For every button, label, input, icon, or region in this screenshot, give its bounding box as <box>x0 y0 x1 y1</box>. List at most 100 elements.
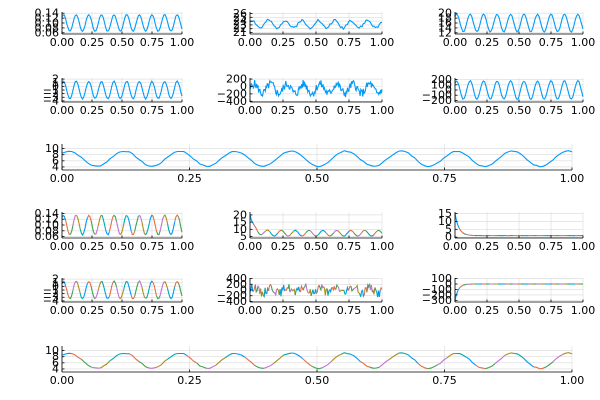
y-tick-label: 400 <box>226 272 247 285</box>
series-line-segment <box>177 352 188 357</box>
series-line-segment <box>115 221 121 236</box>
series-line-segment <box>281 229 287 236</box>
series-line-segment <box>260 288 264 297</box>
series-line-segment <box>326 288 331 296</box>
series-line-segment <box>417 362 428 370</box>
series-line-segment <box>108 216 114 233</box>
x-tick-label: 0.00 <box>238 304 263 317</box>
series-line <box>249 18 383 31</box>
series-line-segment <box>350 353 361 362</box>
series-line-segment <box>263 362 275 369</box>
series-line-segment <box>523 358 534 368</box>
x-tick-label: 0.50 <box>305 374 330 387</box>
series-line-segment <box>215 357 226 366</box>
series-line-segment <box>90 220 96 235</box>
series-line-segment <box>145 287 150 299</box>
y-tick-label: −100 <box>422 283 452 296</box>
y-tick-label: −2 <box>43 87 59 100</box>
series-line-segment <box>108 282 114 297</box>
series-line-segment <box>148 366 159 369</box>
series-line-segment <box>249 214 255 226</box>
series-line-segment <box>514 352 525 360</box>
y-tick-label: 100 <box>431 78 452 91</box>
x-tick-label: 0.75 <box>539 36 564 49</box>
x-tick-label: 1.00 <box>170 304 195 317</box>
series-line-segment <box>177 282 183 297</box>
series-line-segment <box>75 215 81 230</box>
y-tick-label: 0 <box>52 280 59 293</box>
series-line-segment <box>174 280 179 287</box>
y-tick-label: 15 <box>233 216 247 229</box>
y-tick-label: 0.12 <box>35 213 60 226</box>
series-line-segment <box>458 227 464 234</box>
series-line-segment <box>254 364 265 369</box>
series-line-segment <box>379 286 383 291</box>
series-line-segment <box>371 287 376 295</box>
y-tick-label: 23 <box>233 18 247 31</box>
y-tick-label: −300 <box>422 294 452 307</box>
y-tick-label: 5 <box>445 223 452 236</box>
series-line-segment <box>130 230 136 236</box>
x-tick-label: 0.50 <box>305 172 330 185</box>
series-line-segment <box>235 352 246 358</box>
series-line-segment <box>90 366 101 369</box>
series-line-segment <box>123 280 128 290</box>
y-tick-label: 1 <box>52 76 59 89</box>
series-line-segment <box>163 281 169 289</box>
x-tick-label: 0.00 <box>238 36 263 49</box>
y-tick-label: −4 <box>43 94 59 107</box>
y-tick-label: 0.12 <box>35 12 60 25</box>
series-line-segment <box>305 283 309 294</box>
y-tick-label: −100 <box>422 89 452 102</box>
y-tick-label: −3 <box>43 291 59 304</box>
y-tick-label: −400 <box>217 95 247 108</box>
series-line-segment <box>366 283 371 293</box>
series-line-segment <box>345 230 351 236</box>
y-tick-label: 18 <box>438 12 452 25</box>
series-line-segment <box>321 229 327 234</box>
series-line-segment <box>79 293 85 300</box>
y-tick-label: 0.08 <box>35 21 60 34</box>
series-line-segment <box>485 363 496 370</box>
series-line-segment <box>273 354 284 364</box>
x-tick-label: 0.00 <box>443 240 468 253</box>
x-tick-label: 0.75 <box>140 36 165 49</box>
series-line-segment <box>79 228 85 237</box>
series-line-segment <box>331 286 336 292</box>
y-tick-label: −400 <box>217 295 247 308</box>
y-tick-label: 4 <box>52 160 59 173</box>
series-line-segment <box>148 280 154 289</box>
x-tick-label: 0.00 <box>50 374 75 387</box>
series-line-segment <box>504 352 515 356</box>
y-tick-label: 0.10 <box>35 17 60 30</box>
series-line-segment <box>454 213 460 228</box>
series-line-segment <box>159 216 165 231</box>
series-line-segment <box>119 223 125 236</box>
series-line-segment <box>318 284 323 292</box>
series-line-segment <box>265 229 271 233</box>
series-line-segment <box>369 234 375 237</box>
y-tick-label: 0 <box>445 231 452 244</box>
series-line-segment <box>112 280 118 287</box>
y-tick-label: 200 <box>431 73 452 86</box>
series-line-segment <box>130 294 136 300</box>
series-line-segment <box>148 214 154 224</box>
series-line-segment <box>278 287 283 297</box>
series-line-segment <box>87 280 92 287</box>
x-tick-label: 1.00 <box>560 374 585 387</box>
series-line-segment <box>270 285 275 294</box>
y-tick-label: −200 <box>217 87 247 100</box>
y-tick-label: 24 <box>233 15 247 28</box>
series-line-segment <box>157 358 169 368</box>
series-line-segment <box>76 280 81 294</box>
series-line-segment <box>61 214 67 221</box>
x-tick-label: 0.25 <box>80 104 105 117</box>
x-tick-label: 1.00 <box>571 104 596 117</box>
series-line-segment <box>458 284 464 290</box>
series-line-segment <box>94 289 99 300</box>
series-line-segment <box>313 289 317 295</box>
y-tick-label: 10 <box>45 142 59 155</box>
